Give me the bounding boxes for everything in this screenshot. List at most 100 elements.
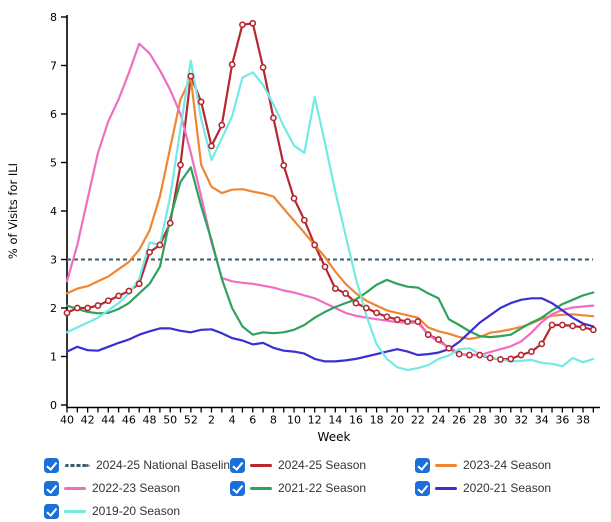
- x-tick-label: 32: [514, 414, 528, 427]
- y-tick-label: 6: [50, 108, 57, 121]
- series-line-sample: [64, 486, 86, 490]
- x-tick-label: 50: [163, 414, 177, 427]
- legend-item-2024-25-national-baseline[interactable]: 2024-25 National Baseline: [44, 456, 237, 474]
- x-tick-label: 6: [249, 414, 256, 427]
- data-point-marker: [352, 299, 360, 307]
- series-line-2022-23-season: [65, 42, 595, 357]
- checkbox-checked-icon[interactable]: [230, 457, 245, 473]
- y-tick-label: 4: [50, 205, 57, 218]
- checkbox-checked-icon[interactable]: [230, 480, 245, 496]
- data-point-marker: [166, 219, 174, 227]
- data-point-marker: [104, 297, 112, 305]
- x-tick-label: 24: [432, 414, 446, 427]
- legend-item-label: 2020-21 Season: [463, 481, 552, 495]
- data-point-marker: [455, 350, 463, 358]
- x-tick-label: 44: [101, 414, 115, 427]
- legend-item-2021-22-season[interactable]: 2021-22 Season: [230, 479, 366, 497]
- x-tick-label: 46: [122, 414, 136, 427]
- legend-item-2019-20-season[interactable]: 2019-20 Season: [44, 502, 180, 520]
- x-axis-title: Week: [318, 430, 351, 444]
- data-point-marker: [486, 354, 494, 362]
- x-tick-label: 34: [535, 414, 549, 427]
- data-point-marker: [280, 162, 288, 169]
- data-point-marker: [414, 318, 422, 325]
- series-line-sample: [250, 486, 272, 490]
- checkbox-checked-icon[interactable]: [44, 503, 59, 519]
- y-tick-label: 5: [50, 157, 57, 170]
- data-point-marker: [311, 241, 319, 249]
- legend-item-label: 2024-25 Season: [278, 458, 367, 472]
- data-point-marker: [528, 348, 535, 356]
- data-point-marker: [558, 321, 566, 329]
- data-point-marker: [125, 287, 133, 295]
- series-line-2021-22-season: [65, 166, 595, 339]
- checkbox-checked-icon[interactable]: [44, 457, 59, 473]
- series-line-sample: [250, 463, 272, 467]
- x-tick-label: 52: [184, 414, 198, 427]
- data-point-marker: [218, 121, 226, 129]
- data-point-marker: [249, 19, 257, 27]
- data-point-marker: [259, 64, 267, 71]
- data-point-marker: [589, 326, 597, 334]
- y-tick-label: 3: [50, 254, 57, 267]
- data-point-marker: [208, 142, 215, 150]
- data-point-marker: [569, 322, 577, 330]
- data-point-marker: [362, 304, 370, 312]
- x-tick-label: 14: [328, 414, 342, 427]
- data-point-marker: [239, 21, 246, 29]
- legend-item-label: 2021-22 Season: [278, 481, 367, 495]
- data-point-marker: [94, 302, 102, 309]
- x-tick-label: 4: [229, 414, 236, 427]
- x-tick-label: 28: [473, 414, 487, 427]
- x-tick-label: 2: [208, 414, 215, 427]
- data-point-marker: [73, 304, 81, 312]
- data-point-marker: [177, 161, 184, 169]
- data-point-marker: [135, 280, 143, 288]
- data-point-marker: [538, 340, 546, 348]
- x-tick-label: 8: [270, 414, 277, 427]
- data-point-marker: [331, 285, 339, 292]
- data-point-marker: [548, 321, 556, 329]
- data-point-marker: [300, 216, 308, 224]
- data-point-marker: [476, 351, 484, 359]
- data-point-marker: [517, 351, 525, 359]
- data-point-marker: [445, 344, 453, 352]
- legend-item-label: 2019-20 Season: [92, 504, 181, 518]
- legend-item-2024-25-season[interactable]: 2024-25 Season: [230, 456, 366, 474]
- y-axis-title: % of Visits for ILI: [6, 163, 20, 259]
- legend-item-2022-23-season[interactable]: 2022-23 Season: [44, 479, 180, 497]
- data-point-marker: [424, 331, 432, 339]
- data-point-marker: [146, 248, 153, 256]
- x-tick-label: 12: [308, 414, 322, 427]
- series-line-2020-21-season: [65, 297, 595, 363]
- data-point-marker: [342, 290, 350, 297]
- legend-item-2023-24-season[interactable]: 2023-24 Season: [415, 456, 551, 474]
- data-point-marker: [197, 98, 205, 106]
- checkbox-checked-icon[interactable]: [415, 480, 430, 496]
- data-point-marker: [579, 323, 587, 331]
- legend-item-2020-21-season[interactable]: 2020-21 Season: [415, 479, 551, 497]
- data-point-marker: [373, 309, 380, 317]
- series-line-2024-25-season: [65, 22, 595, 361]
- x-tick-label: 42: [81, 414, 95, 427]
- x-tick-label: 18: [370, 414, 384, 427]
- data-point-marker: [187, 72, 195, 80]
- checkbox-checked-icon[interactable]: [415, 457, 430, 473]
- legend-item-label: 2024-25 National Baseline: [96, 458, 237, 472]
- data-point-marker: [115, 292, 122, 300]
- series-line-2023-24-season: [65, 76, 595, 341]
- data-point-marker: [404, 318, 411, 325]
- y-tick-label: 7: [50, 60, 57, 73]
- x-tick-label: 20: [390, 414, 404, 427]
- checkbox-checked-icon[interactable]: [44, 480, 59, 496]
- series-line-sample: [435, 463, 457, 467]
- data-point-marker: [383, 313, 391, 321]
- y-tick-label: 8: [50, 11, 57, 24]
- data-point-marker: [63, 309, 71, 317]
- data-point-marker: [228, 61, 236, 68]
- x-tick-label: 30: [493, 414, 507, 427]
- x-tick-label: 10: [287, 414, 301, 427]
- series-line-sample: [435, 486, 457, 490]
- data-point-marker: [435, 336, 442, 343]
- legend-item-label: 2022-23 Season: [92, 481, 181, 495]
